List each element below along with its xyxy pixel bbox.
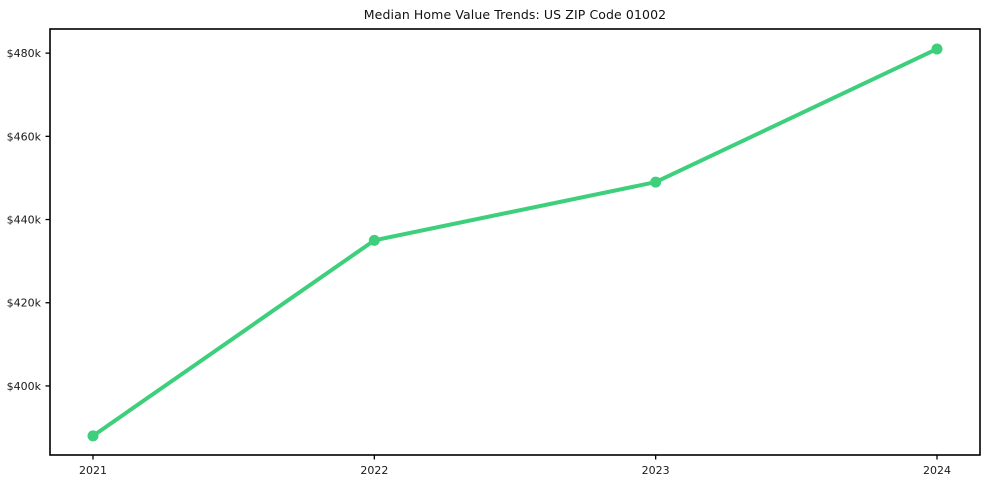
plot-border <box>49 28 981 456</box>
chart-title: Median Home Value Trends: US ZIP Code 01… <box>363 7 667 22</box>
x-axis-tick-label: 2021 <box>79 464 107 477</box>
y-axis-tick-label: $480k <box>7 47 42 60</box>
data-point-2021 <box>87 430 99 442</box>
y-axis-tick-label: $440k <box>7 214 42 227</box>
y-axis-tick-label: $460k <box>7 130 42 143</box>
x-axis-tick-label: 2023 <box>642 464 670 477</box>
x-axis-tick-label: 2024 <box>923 464 951 477</box>
data-point-2024 <box>931 43 943 55</box>
data-point-2023 <box>650 176 662 188</box>
y-axis-tick-label: $420k <box>7 297 42 310</box>
trend-line <box>91 46 939 438</box>
data-point-2022 <box>368 234 380 246</box>
x-axis-tick-label: 2022 <box>360 464 388 477</box>
y-axis-tick-label: $400k <box>7 380 42 393</box>
